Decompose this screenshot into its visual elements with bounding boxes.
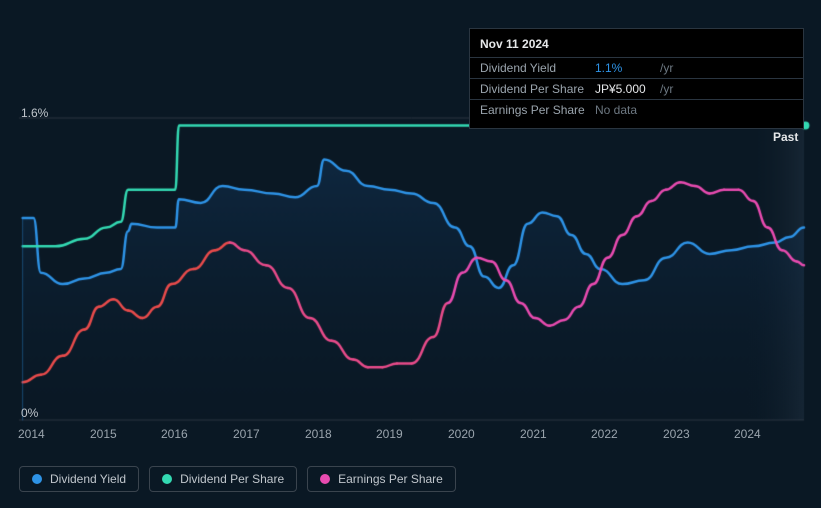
tooltip-date: Nov 11 2024 — [470, 33, 803, 57]
x-axis-label: 2019 — [376, 427, 403, 441]
past-label: Past — [773, 130, 798, 144]
tooltip-row-value: JP¥5.000 — [595, 82, 660, 96]
tooltip-row-value: 1.1% — [595, 61, 660, 75]
y-axis-label-min: 0% — [21, 406, 38, 420]
legend-item[interactable]: Earnings Per Share — [307, 466, 456, 492]
x-axis-label: 2016 — [161, 427, 188, 441]
tooltip-row-label: Earnings Per Share — [480, 103, 595, 117]
x-axis-label: 2015 — [90, 427, 117, 441]
x-axis-label: 2021 — [520, 427, 547, 441]
legend-dot — [32, 474, 42, 484]
x-axis-label: 2014 — [18, 427, 45, 441]
tooltip-row-value: No data — [595, 103, 660, 117]
tooltip-card: Nov 11 2024 Dividend Yield1.1%/yrDividen… — [469, 28, 804, 129]
legend-item[interactable]: Dividend Yield — [19, 466, 139, 492]
x-axis-label: 2018 — [305, 427, 332, 441]
legend: Dividend Yield Dividend Per Share Earnings… — [19, 466, 456, 492]
tooltip-row: Dividend Yield1.1%/yr — [470, 57, 803, 78]
legend-label: Dividend Yield — [50, 472, 126, 486]
legend-label: Earnings Per Share — [338, 472, 443, 486]
x-axis-label: 2017 — [233, 427, 260, 441]
tooltip-row-label: Dividend Per Share — [480, 82, 595, 96]
x-axis-label: 2022 — [591, 427, 618, 441]
legend-label: Dividend Per Share — [180, 472, 284, 486]
x-axis-label: 2024 — [734, 427, 761, 441]
x-axis-label: 2023 — [663, 427, 690, 441]
tooltip-row-label: Dividend Yield — [480, 61, 595, 75]
tooltip-row: Dividend Per ShareJP¥5.000/yr — [470, 78, 803, 99]
tooltip-row: Earnings Per ShareNo data — [470, 99, 803, 120]
tooltip-row-unit: /yr — [660, 61, 673, 75]
legend-item[interactable]: Dividend Per Share — [149, 466, 297, 492]
legend-dot — [320, 474, 330, 484]
chart-container: 0% 1.6% 2014 2015 2016 2017 2018 2019 2020 2021… — [0, 0, 821, 508]
x-axis-label: 2020 — [448, 427, 475, 441]
tooltip-row-unit: /yr — [660, 82, 673, 96]
legend-dot — [162, 474, 172, 484]
y-axis-label-max: 1.6% — [21, 106, 48, 120]
